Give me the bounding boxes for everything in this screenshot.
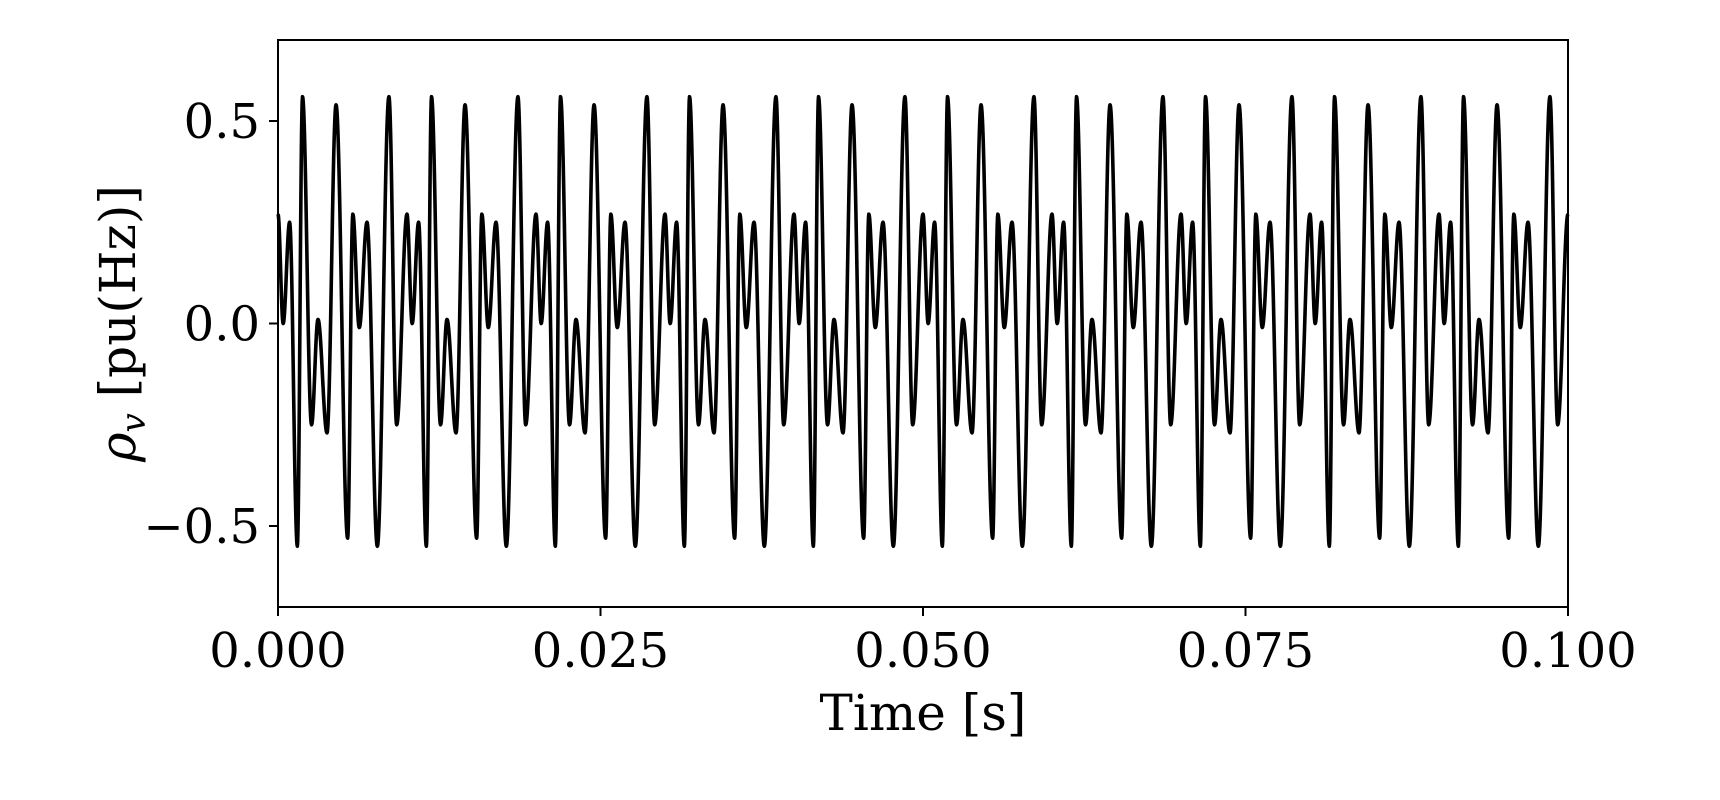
x-tick-label: 0.050	[854, 623, 991, 679]
series-line	[276, 94, 1570, 549]
y-axis-label-subscript: v	[114, 413, 154, 432]
y-axis-label: ρv [pu(Hz)]	[89, 185, 154, 463]
y-tick-label: 0.5	[184, 94, 260, 150]
y-axis: −0.5 0.0 0.5	[143, 94, 278, 555]
x-tick-label: 0.100	[1499, 623, 1636, 679]
y-axis-label-symbol: ρ	[89, 432, 147, 463]
x-tick-label: 0.025	[532, 623, 669, 679]
plot-area	[276, 39, 1570, 608]
x-axis-label: Time [s]	[820, 684, 1027, 742]
x-tick-label: 0.075	[1177, 623, 1314, 679]
x-tick-label: 0.000	[209, 623, 346, 679]
y-tick-label: 0.0	[184, 297, 260, 353]
x-axis: 0.000 0.025 0.050 0.075 0.100	[209, 607, 1637, 679]
y-tick-label: −0.5	[143, 499, 260, 555]
y-axis-label-unit: [pu(Hz)]	[89, 185, 147, 413]
